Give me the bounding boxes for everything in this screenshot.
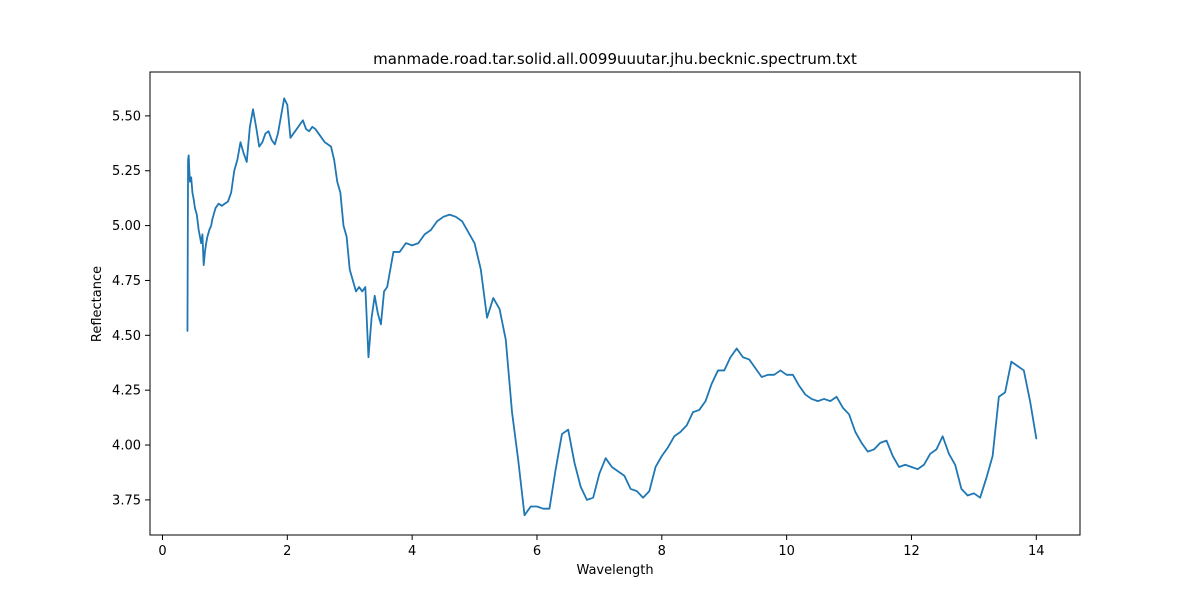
y-tick-label: 4.50 <box>112 329 141 344</box>
y-tick-label: 5.50 <box>112 109 141 124</box>
x-tick-label: 10 <box>778 544 795 559</box>
x-tick-label: 8 <box>658 544 666 559</box>
y-tick-label: 4.00 <box>112 439 141 454</box>
plot-area-frame <box>149 71 1081 536</box>
series-line <box>186 97 1038 517</box>
y-axis-label: Reflectance <box>90 266 105 342</box>
x-tick-label: 4 <box>408 544 416 559</box>
y-tick-label: 4.75 <box>112 274 141 289</box>
y-axis: 3.75 4.00 4.25 4.50 4.75 5.00 5.25 5.50 <box>112 109 150 508</box>
chart-title: manmade.road.tar.solid.all.0099uuutar.jh… <box>373 50 857 68</box>
x-tick-label: 12 <box>903 544 920 559</box>
y-tick-label: 4.25 <box>112 384 141 399</box>
x-axis-label: Wavelength <box>576 563 653 578</box>
x-tick-label: 2 <box>283 544 291 559</box>
x-tick-label: 0 <box>158 544 166 559</box>
x-tick-label: 6 <box>533 544 541 559</box>
y-tick-label: 5.00 <box>112 219 141 234</box>
y-tick-label: 3.75 <box>112 493 141 508</box>
x-axis: 0 2 4 6 8 10 12 14 <box>158 535 1045 559</box>
y-tick-label: 5.25 <box>112 164 141 179</box>
x-tick-label: 14 <box>1028 544 1045 559</box>
